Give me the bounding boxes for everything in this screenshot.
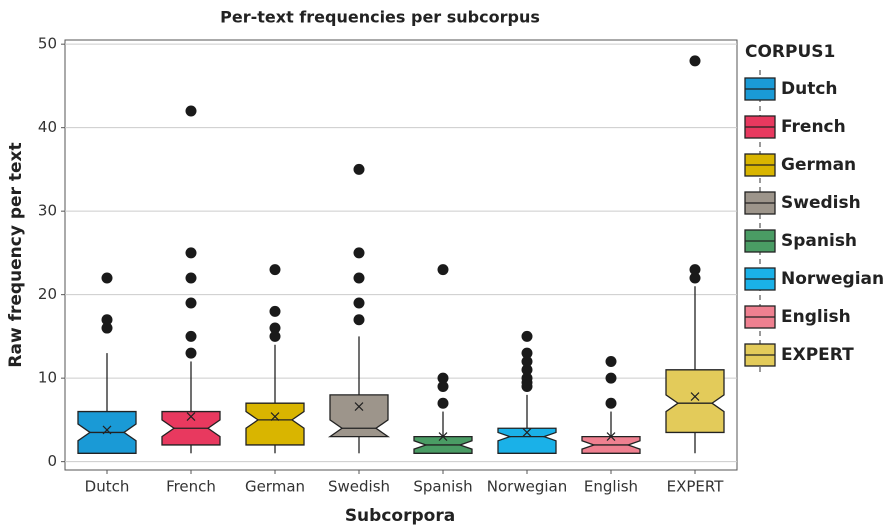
box [245, 402, 305, 446]
outlier [101, 314, 113, 326]
legend-label: German [781, 155, 856, 175]
legend-label: Swedish [781, 193, 861, 213]
x-axis-label: Subcorpora [345, 506, 455, 526]
mean-marker [354, 402, 364, 411]
outlier [185, 247, 197, 259]
x-tick-label: English [584, 478, 638, 496]
mean-marker [690, 392, 700, 401]
outlier [605, 397, 617, 409]
y-tick-label: 0 [47, 452, 57, 470]
y-tick-label: 50 [38, 35, 57, 53]
outlier [521, 347, 533, 359]
mean-marker [102, 425, 112, 435]
outlier [269, 322, 281, 334]
outlier [353, 247, 365, 259]
outlier [437, 264, 449, 276]
outlier [521, 355, 533, 367]
outlier [269, 264, 281, 276]
outlier [185, 330, 197, 342]
y-axis-label: Raw frequency per text [6, 142, 26, 367]
y-tick-label: 20 [38, 285, 57, 303]
outlier [185, 347, 197, 359]
x-tick-label: Spanish [413, 478, 472, 496]
x-tick-label: French [166, 478, 216, 496]
outlier [437, 397, 449, 409]
chart-title: Per-text frequencies per subcorpus [220, 8, 540, 27]
outlier [605, 372, 617, 384]
legend-label: EXPERT [781, 345, 854, 365]
outlier [185, 272, 197, 284]
outlier [269, 305, 281, 317]
outlier [353, 163, 365, 175]
legend-label: Spanish [781, 231, 857, 251]
y-tick-label: 40 [38, 118, 57, 136]
y-tick-label: 30 [38, 202, 57, 220]
x-tick-label: Swedish [328, 478, 390, 496]
legend-label: Dutch [781, 79, 838, 99]
plot-frame [64, 39, 738, 471]
mean-marker [186, 412, 196, 421]
legend-title: CORPUS1 [745, 42, 835, 62]
outlier [521, 372, 533, 384]
legend-label: English [781, 307, 851, 327]
outlier [353, 314, 365, 326]
outlier [521, 330, 533, 342]
outlier [101, 322, 113, 334]
outlier [437, 381, 449, 393]
outlier [101, 272, 113, 284]
outlier [521, 364, 533, 376]
mean-marker [606, 432, 616, 442]
outlier [689, 55, 701, 67]
outlier [689, 264, 701, 276]
box [497, 427, 557, 454]
x-tick-label: EXPERT [667, 478, 725, 496]
box [665, 369, 725, 434]
mean-marker [438, 432, 448, 442]
legend-label: French [781, 117, 846, 137]
x-tick-label: Dutch [85, 478, 130, 496]
mean-marker [270, 412, 280, 421]
outlier [185, 105, 197, 117]
x-tick-label: German [245, 478, 305, 496]
outlier [353, 297, 365, 309]
outlier [605, 355, 617, 367]
x-tick-label: Norwegian [487, 478, 567, 496]
outlier [269, 330, 281, 342]
outlier [353, 272, 365, 284]
outlier [437, 372, 449, 384]
outlier [185, 297, 197, 309]
legend-label: Norwegian [781, 269, 884, 289]
mean-marker [522, 428, 532, 437]
outlier [689, 272, 701, 284]
box [327, 394, 391, 438]
y-tick-label: 10 [38, 369, 57, 387]
